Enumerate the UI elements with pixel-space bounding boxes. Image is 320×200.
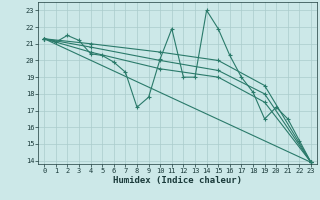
X-axis label: Humidex (Indice chaleur): Humidex (Indice chaleur) xyxy=(113,176,242,185)
